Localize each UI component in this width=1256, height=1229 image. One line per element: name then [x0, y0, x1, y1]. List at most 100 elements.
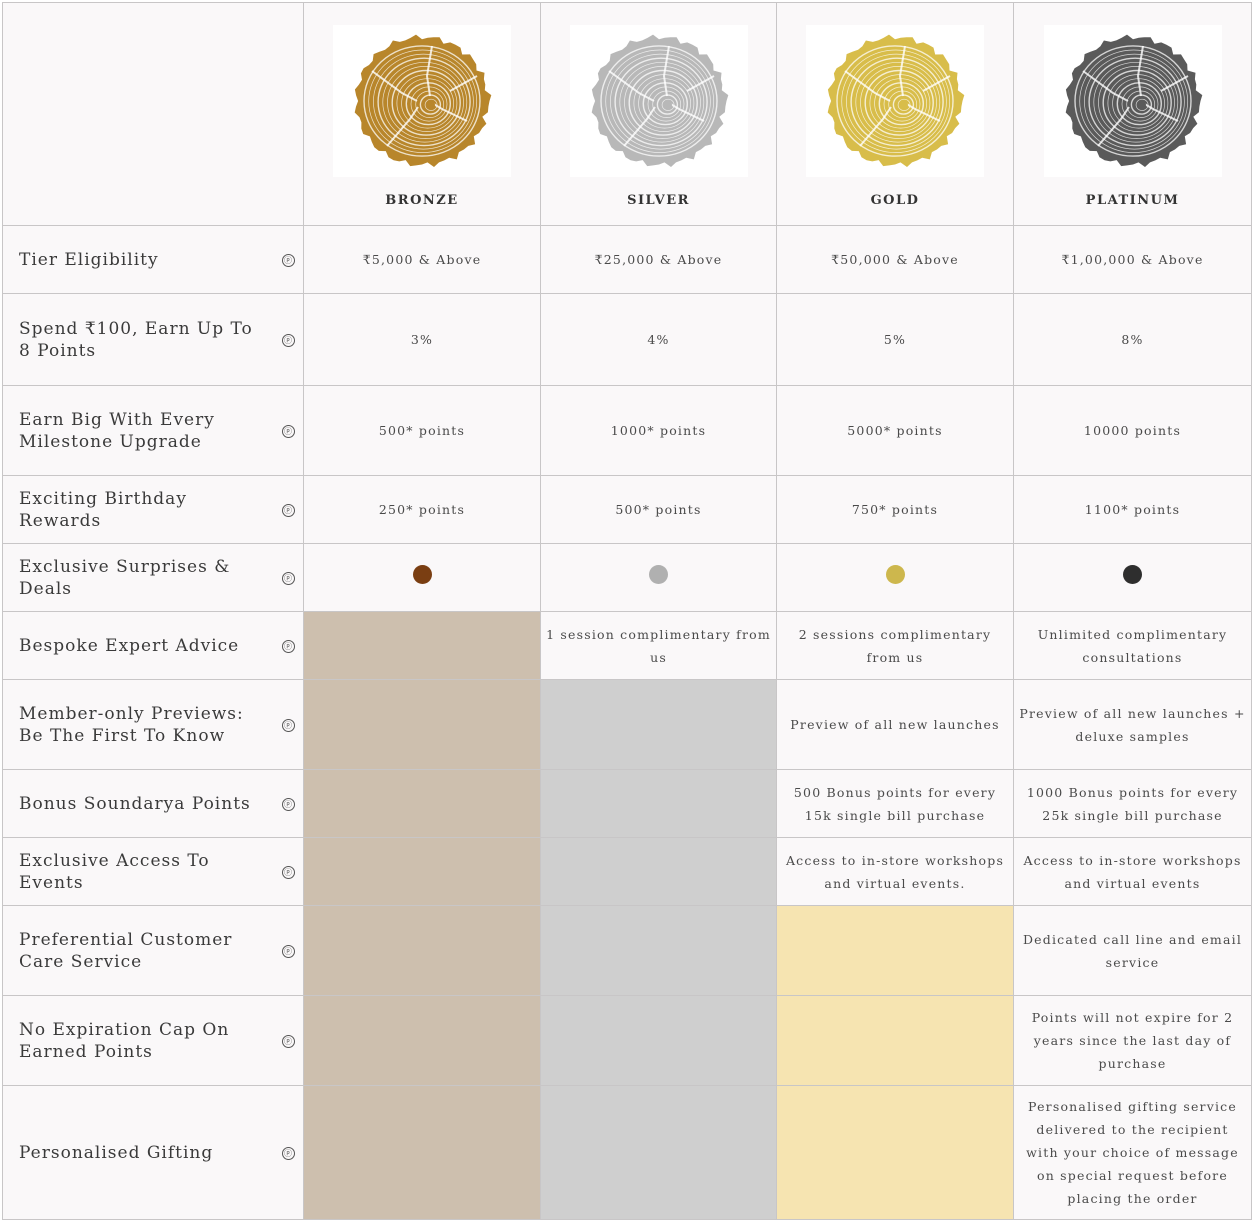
benefit-included-dot — [885, 564, 905, 584]
help-icon[interactable]: ⓟ — [282, 944, 295, 958]
benefit-included-dot — [1123, 564, 1142, 584]
feature-label: Preferential Customer Care Service — [19, 929, 233, 972]
benefit-cell-platinum: 10000 points — [1013, 385, 1252, 476]
tier-column-platinum: PLATINUM — [1013, 2, 1252, 226]
benefit-value: ₹50,000 & Above — [831, 252, 959, 267]
table-row: No Expiration Cap On Earned Points ⓟ Point… — [2, 995, 1252, 1086]
help-icon[interactable]: ⓟ — [282, 639, 295, 653]
feature-label: Bonus Soundarya Points — [19, 793, 251, 814]
help-icon[interactable]: ⓟ — [282, 865, 295, 879]
benefit-value: ₹25,000 & Above — [594, 252, 723, 267]
help-icon[interactable]: ⓟ — [282, 333, 295, 347]
help-icon[interactable]: ⓟ — [282, 1146, 295, 1160]
tree-ring-platinum-icon — [1065, 34, 1202, 167]
table-row: Exclusive Access To Events ⓟ Access to in-… — [2, 837, 1252, 906]
unavailable-cell-bronze — [303, 679, 541, 770]
benefit-cell-bronze: 3% — [303, 293, 541, 386]
unavailable-cell-bronze — [303, 611, 541, 680]
benefit-value: 1 session complimentary from us — [546, 626, 771, 665]
feature-label-cell: Exclusive Access To Events ⓟ — [2, 837, 304, 906]
feature-label: Spend ₹100, Earn Up To 8 Points — [19, 318, 253, 361]
benefit-cell-gold: 2 sessions complimentary from us — [776, 611, 1014, 680]
benefit-cell-gold: 5% — [776, 293, 1014, 386]
help-icon[interactable]: ⓟ — [282, 718, 295, 732]
benefit-cell-platinum: Points will not expire for 2 years since… — [1013, 995, 1252, 1086]
benefit-value: Dedicated call line and email service — [1022, 931, 1243, 970]
benefit-value: Points will not expire for 2 years since… — [1031, 1010, 1234, 1071]
feature-label: Bespoke Expert Advice — [19, 635, 240, 656]
benefit-cell-bronze: ₹5,000 & Above — [303, 225, 541, 294]
tier-column-gold: GOLD — [776, 2, 1014, 226]
help-icon[interactable]: ⓟ — [282, 1034, 295, 1048]
benefit-cell-gold: 750* points — [776, 475, 1014, 544]
feature-label-cell: Exclusive Surprises & Deals ⓟ — [2, 543, 304, 612]
table-row: Spend ₹100, Earn Up To 8 Points ⓟ 3% 4% 5% 8% — [2, 293, 1252, 386]
benefit-value: 1100* points — [1084, 502, 1181, 517]
benefit-cell-platinum: Personalised gifting service delivered t… — [1013, 1085, 1252, 1220]
benefit-cell-platinum: ₹1,00,000 & Above — [1013, 225, 1252, 294]
benefit-cell-gold — [776, 543, 1014, 612]
tier-name-gold: GOLD — [870, 193, 920, 208]
benefit-value: 500* points — [378, 423, 466, 438]
tier-name-silver: SILVER — [627, 193, 690, 208]
benefit-cell-bronze: 500* points — [303, 385, 541, 476]
tier-header-row: BRONZE SILVER GOLD PLATINUM — [2, 2, 1252, 226]
benefit-cell-platinum — [1013, 543, 1252, 612]
feature-label: Personalised Gifting — [19, 1142, 214, 1163]
unavailable-cell-silver — [540, 1085, 777, 1220]
help-icon[interactable]: ⓟ — [282, 503, 295, 517]
benefit-cell-platinum: Unlimited complimentary consultations — [1013, 611, 1252, 680]
benefit-value: Access to in-store workshops and virtual… — [1023, 852, 1242, 891]
feature-label-cell: No Expiration Cap On Earned Points ⓟ — [2, 995, 304, 1086]
benefit-value: Preview of all new launches — [790, 717, 1000, 732]
benefit-value: 1000* points — [610, 423, 707, 438]
unavailable-cell-silver — [540, 837, 777, 906]
benefit-cell-gold: 500 Bonus points for every 15k single bi… — [776, 769, 1014, 838]
tier-name-bronze: BRONZE — [385, 193, 459, 208]
table-row: Personalised Gifting ⓟ Personalised giftin… — [2, 1085, 1252, 1220]
benefit-value: ₹1,00,000 & Above — [1061, 252, 1204, 267]
feature-label-cell: Spend ₹100, Earn Up To 8 Points ⓟ — [2, 293, 304, 386]
feature-label-cell: Earn Big With Every Milestone Upgrade ⓟ — [2, 385, 304, 476]
feature-label-cell: Member-only Previews: Be The First To Kn… — [2, 679, 304, 770]
benefit-cell-platinum: Dedicated call line and email service — [1013, 905, 1252, 996]
unavailable-cell-bronze — [303, 837, 541, 906]
benefit-cell-platinum: 1100* points — [1013, 475, 1252, 544]
unavailable-cell-bronze — [303, 905, 541, 996]
table-row: Exclusive Surprises & Deals ⓟ — [2, 543, 1252, 612]
table-row: Preferential Customer Care Service ⓟ Dedic… — [2, 905, 1252, 996]
benefit-included-dot — [649, 564, 668, 584]
benefit-cell-bronze — [303, 543, 541, 612]
table-row: Bespoke Expert Advice ⓟ 1 session complime… — [2, 611, 1252, 680]
benefit-value: ₹5,000 & Above — [362, 252, 482, 267]
unavailable-cell-gold — [776, 995, 1014, 1086]
feature-label-cell: Tier Eligibility ⓟ — [2, 225, 304, 294]
benefit-cell-gold: ₹50,000 & Above — [776, 225, 1014, 294]
benefit-cell-platinum: Access to in-store workshops and virtual… — [1013, 837, 1252, 906]
help-icon[interactable]: ⓟ — [282, 253, 295, 267]
benefit-cell-platinum: 8% — [1013, 293, 1252, 386]
help-icon[interactable]: ⓟ — [282, 797, 295, 811]
benefit-value: 4% — [647, 332, 670, 347]
benefit-cell-silver: 4% — [540, 293, 777, 386]
benefit-value: 1000 Bonus points for every 25k single b… — [1026, 784, 1239, 823]
feature-label-cell: Preferential Customer Care Service ⓟ — [2, 905, 304, 996]
feature-label: Exclusive Surprises & Deals — [19, 556, 231, 599]
benefit-value: Preview of all new launches + deluxe sam… — [1019, 705, 1246, 744]
benefit-cell-bronze: 250* points — [303, 475, 541, 544]
benefit-cell-gold: Access to in-store workshops and virtual… — [776, 837, 1014, 906]
unavailable-cell-silver — [540, 769, 777, 838]
benefit-value: Unlimited complimentary consultations — [1037, 626, 1228, 665]
header-empty-cell — [2, 2, 304, 226]
help-icon[interactable]: ⓟ — [282, 424, 295, 438]
feature-label: Exclusive Access To Events — [19, 850, 210, 893]
benefit-value: 500* points — [615, 502, 702, 517]
feature-label-cell: Personalised Gifting ⓟ — [2, 1085, 304, 1220]
table-row: Bonus Soundarya Points ⓟ 500 Bonus points … — [2, 769, 1252, 838]
unavailable-cell-silver — [540, 995, 777, 1086]
benefit-cell-silver: 500* points — [540, 475, 777, 544]
help-icon[interactable]: ⓟ — [282, 571, 295, 585]
unavailable-cell-silver — [540, 679, 777, 770]
table-row: Exciting Birthday Rewards ⓟ 250* points 500… — [2, 475, 1252, 544]
